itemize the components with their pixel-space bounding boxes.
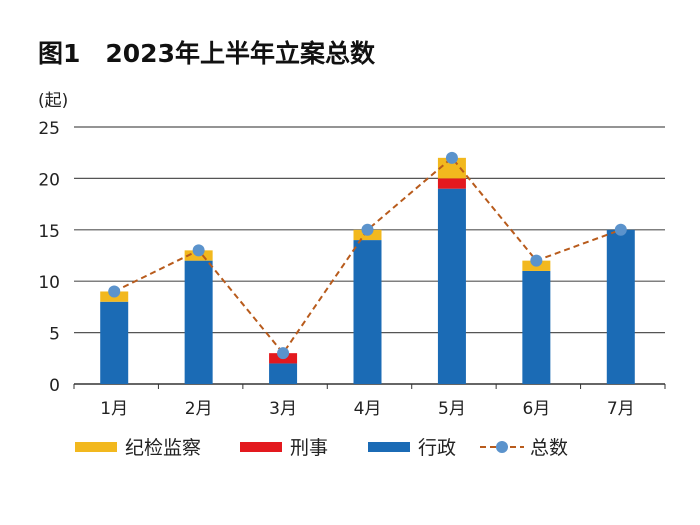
bar-行政 bbox=[606, 229, 635, 384]
y-tick-label: 5 bbox=[49, 325, 60, 345]
total-point bbox=[445, 151, 458, 164]
bar-行政 bbox=[353, 240, 382, 384]
x-tick-label: 1月 bbox=[100, 399, 128, 419]
bar-行政 bbox=[184, 260, 213, 384]
legend-label: 刑事 bbox=[290, 437, 328, 459]
total-point bbox=[614, 223, 627, 236]
y-tick-label: 0 bbox=[49, 376, 60, 396]
total-point bbox=[192, 244, 205, 257]
legend-swatch-刑事 bbox=[240, 442, 282, 452]
bar-行政 bbox=[437, 188, 466, 384]
bar-行政 bbox=[269, 363, 298, 384]
y-axis-unit-label: (起) bbox=[38, 91, 68, 111]
bar-行政 bbox=[522, 270, 551, 384]
total-point bbox=[277, 347, 290, 360]
x-tick-label: 2月 bbox=[185, 399, 213, 419]
x-tick-label: 6月 bbox=[522, 399, 550, 419]
legend-label: 行政 bbox=[418, 437, 456, 459]
y-tick-label: 25 bbox=[38, 119, 60, 139]
bar-刑事 bbox=[437, 178, 466, 189]
y-tick-label: 20 bbox=[38, 170, 60, 190]
x-tick-label: 3月 bbox=[269, 399, 297, 419]
legend-swatch-行政 bbox=[368, 442, 410, 452]
y-tick-label: 15 bbox=[38, 222, 60, 242]
total-point bbox=[108, 285, 121, 298]
legend-swatch-纪检监察 bbox=[75, 442, 117, 452]
bar-纪检监察 bbox=[437, 157, 466, 179]
total-point bbox=[361, 223, 374, 236]
legend-marker-总数 bbox=[496, 441, 508, 453]
chart-title: 图1 2023年上半年立案总数 bbox=[38, 39, 376, 68]
x-tick-label: 4月 bbox=[354, 399, 382, 419]
legend-label: 纪检监察 bbox=[125, 437, 201, 459]
legend-label: 总数 bbox=[530, 437, 568, 459]
total-point bbox=[530, 254, 543, 267]
bar-行政 bbox=[100, 301, 129, 384]
x-tick-label: 5月 bbox=[438, 399, 466, 419]
x-tick-label: 7月 bbox=[607, 399, 635, 419]
y-tick-label: 10 bbox=[38, 273, 60, 293]
